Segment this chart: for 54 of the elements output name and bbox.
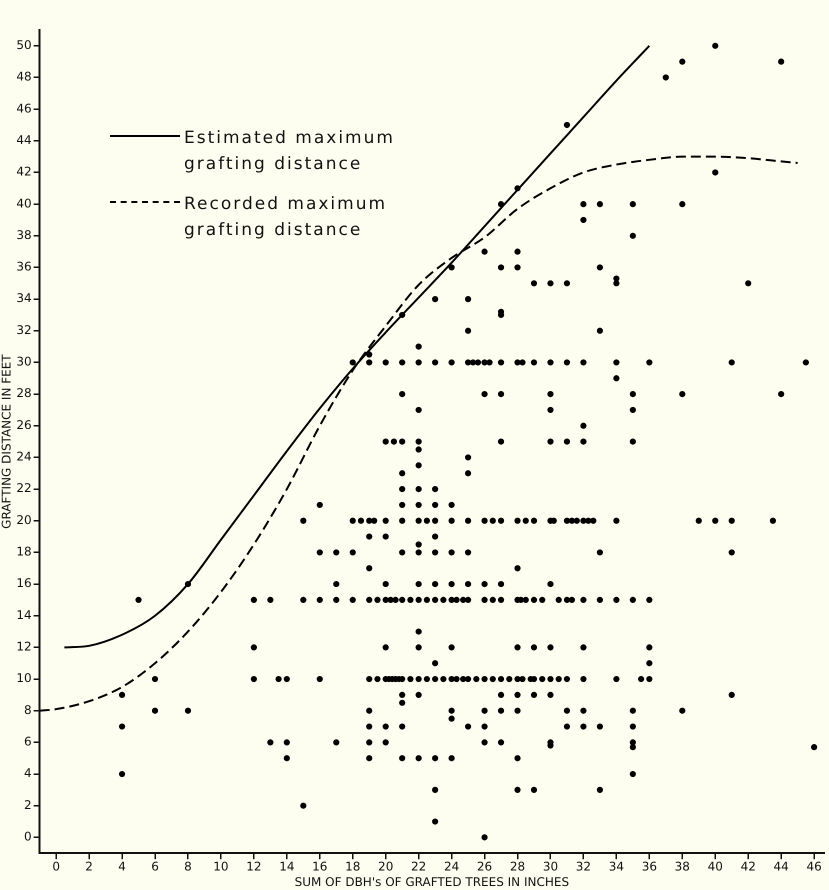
legend-label: Recorded maximum grafting distance — [184, 193, 388, 242]
y-tick-label: 38 — [16, 228, 32, 242]
y-tick-label: 32 — [16, 322, 32, 337]
x-tick-label: 30 — [542, 860, 558, 874]
x-tick-label: 44 — [774, 860, 789, 874]
y-tick-label: 8 — [24, 702, 32, 717]
y-tick-label: 48 — [16, 70, 32, 84]
x-tick-label: 8 — [184, 860, 192, 874]
y-tick-label: 2 — [24, 798, 32, 812]
y-tick-label: 4 — [24, 766, 32, 780]
y-tick-label: 16 — [16, 576, 32, 590]
y-tick-label: 34 — [16, 291, 32, 306]
x-tick-label: 20 — [378, 860, 394, 874]
x-tick-label: 10 — [213, 860, 229, 874]
y-tick-label: 18 — [16, 544, 32, 559]
y-tick-label: 50 — [16, 38, 32, 52]
x-tick-label: 42 — [740, 860, 756, 874]
y-tick-label: 10 — [16, 671, 32, 686]
x-tick-label: 28 — [510, 860, 526, 874]
y-tick-label: 6 — [24, 734, 32, 749]
y-tick-label: 22 — [16, 481, 32, 496]
y-axis-title: GRAFTING DISTANCE IN FEET — [0, 354, 14, 529]
x-tick-label: 46 — [806, 860, 822, 874]
x-tick-label: 38 — [674, 860, 690, 874]
legend-label: Estimated maximum grafting distance — [184, 127, 396, 176]
y-tick-label: 12 — [16, 640, 32, 654]
y-tick-label: 14 — [16, 608, 32, 622]
x-tick-label: 34 — [608, 860, 624, 874]
y-tick-label: 36 — [16, 260, 32, 274]
x-tick-label: 32 — [576, 860, 592, 874]
x-tick-label: 36 — [642, 860, 657, 874]
x-tick-label: 40 — [708, 860, 723, 874]
y-tick-label: 26 — [16, 418, 32, 432]
x-tick-label: 18 — [345, 860, 360, 874]
x-tick-label: 22 — [411, 860, 426, 874]
y-tick-label: 46 — [16, 101, 32, 116]
y-tick-label: 44 — [16, 132, 32, 147]
x-tick-label: 26 — [476, 860, 492, 874]
x-tick-label: 24 — [444, 860, 460, 874]
y-tick-label: 30 — [16, 354, 32, 369]
y-tick-label: 40 — [16, 196, 32, 210]
y-tick-label: 42 — [16, 164, 32, 179]
x-axis-title: SUM OF DBH's OF GRAFTED TREES IN INCHES — [294, 874, 570, 889]
y-tick-label: 24 — [16, 450, 32, 464]
x-tick-label: 0 — [52, 860, 60, 874]
x-tick-label: 6 — [151, 860, 159, 874]
x-tick-label: 14 — [279, 860, 294, 874]
x-tick-label: 2 — [85, 860, 93, 874]
x-tick-label: 4 — [118, 860, 126, 874]
y-tick-label: 20 — [16, 512, 32, 527]
x-tick-label: 16 — [312, 860, 328, 874]
y-tick-label: 28 — [16, 386, 32, 400]
x-tick-label: 12 — [246, 860, 262, 874]
y-tick-label: 0 — [24, 829, 32, 844]
